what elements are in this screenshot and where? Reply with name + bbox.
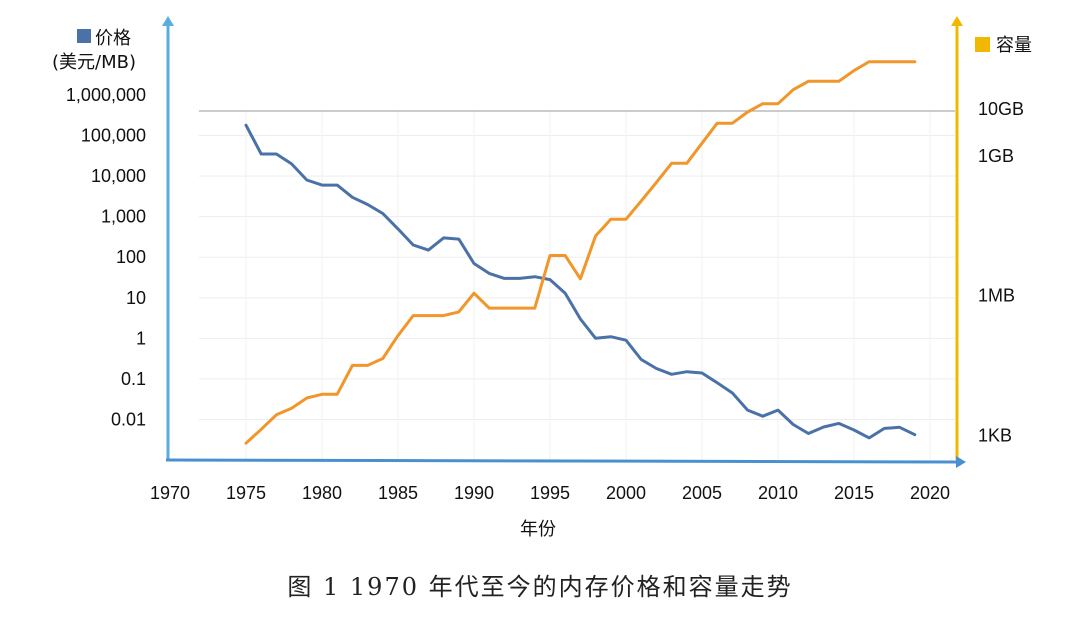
left-tick-label: 0.01 xyxy=(111,409,146,429)
left-tick-label: 10 xyxy=(126,288,146,308)
left-tick-label: 100 xyxy=(116,247,146,267)
left-axis-label-line2: (美元/MB) xyxy=(52,52,136,73)
right-tick-label: 1MB xyxy=(978,286,1015,306)
left-tick-label: 100,000 xyxy=(81,126,146,146)
x-tick-label: 2005 xyxy=(682,483,722,503)
capacity-legend-swatch xyxy=(975,37,990,52)
right-axis-ticks: 10GB 1GB 1MB 1KB xyxy=(978,99,1024,445)
x-tick-label: 1975 xyxy=(226,483,266,503)
x-tick-label: 1995 xyxy=(530,483,570,503)
x-tick-label: 2015 xyxy=(834,483,874,503)
capacity-series-line xyxy=(244,60,917,445)
figure-caption: 图 1 1970 年代至今的内存价格和容量走势 xyxy=(287,573,793,601)
x-axis-title: 年份 xyxy=(520,519,556,540)
x-axis-line xyxy=(165,458,959,464)
right-axis-label: 容量 xyxy=(996,35,1032,56)
x-tick-label: 1985 xyxy=(378,483,418,503)
x-axis-ticks: 1970 1975 1980 1985 1990 1995 2000 2005 2010 2015… xyxy=(150,483,950,503)
right-y-axis-arrow xyxy=(951,16,963,26)
chart: 价格 (美元/MB) 容量 1,000,000100,00010,0001,00… xyxy=(52,16,1032,540)
x-tick-label: 1990 xyxy=(454,483,494,503)
x-axis-arrow xyxy=(956,456,966,468)
right-tick-label: 10GB xyxy=(978,99,1024,119)
series-layer xyxy=(244,60,917,445)
left-axis-label-line1: 价格 xyxy=(95,28,131,49)
left-tick-label: 10,000 xyxy=(91,166,146,186)
left-tick-label: 1 xyxy=(136,328,146,348)
left-tick-label: 0.1 xyxy=(121,369,146,389)
right-tick-label: 1GB xyxy=(978,146,1014,166)
price-series-line xyxy=(244,123,917,440)
left-axis-ticks: 1,000,000 100,000 10,000 1,000 100 10 1 0.1 0.01 xyxy=(66,85,146,429)
x-tick-label: 2000 xyxy=(606,483,646,503)
left-y-axis-arrow xyxy=(162,16,174,26)
grid xyxy=(199,111,955,460)
x-tick-label: 1980 xyxy=(302,483,342,503)
x-tick-label: 2020 xyxy=(910,483,950,503)
left-tick-label: 1,000,000 xyxy=(66,85,146,105)
left-tick-label: 1,000 xyxy=(101,207,146,227)
x-tick-label: 2010 xyxy=(758,483,798,503)
right-tick-label: 1KB xyxy=(978,425,1012,445)
price-legend-swatch xyxy=(77,29,91,43)
x-tick-label: 1970 xyxy=(150,483,190,503)
